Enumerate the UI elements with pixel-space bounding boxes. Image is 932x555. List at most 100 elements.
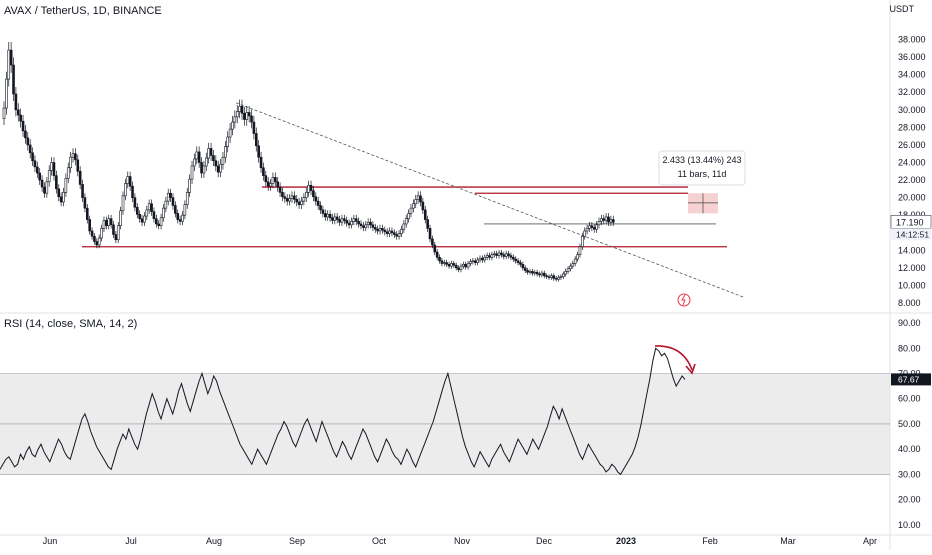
candle-body (519, 262, 522, 265)
candle-body (512, 257, 515, 260)
candle-body (595, 224, 598, 230)
candle-body (93, 235, 96, 242)
candle-body (319, 205, 322, 211)
candle-body (276, 181, 280, 188)
candle-body (133, 197, 137, 208)
candle-body (316, 200, 320, 206)
time-tick-label: Mar (780, 536, 796, 546)
candle-body (81, 184, 84, 198)
measure-line-2: 11 bars, 11d (678, 169, 727, 179)
candle-body (228, 128, 232, 138)
candle-body (152, 211, 156, 219)
candle-body (459, 265, 463, 270)
candle-body (312, 190, 315, 198)
candle-body (78, 170, 82, 185)
candle-body (302, 197, 306, 202)
candle-body (566, 268, 570, 272)
candle-body (74, 153, 77, 161)
candle-body (521, 264, 525, 269)
candle-body (252, 121, 256, 134)
candle-body (219, 163, 222, 173)
candle-body (240, 105, 244, 114)
candle-body (423, 209, 427, 220)
time-tick-label: Nov (454, 536, 471, 546)
candle-body (181, 214, 184, 222)
candle-body (264, 175, 268, 183)
symbol-title[interactable]: AVAX / TetherUS, 1D, BINANCE (4, 5, 162, 17)
candle-body (359, 223, 363, 227)
candle-body (2, 107, 6, 119)
candles (2, 42, 615, 282)
rsi-band (0, 373, 890, 475)
candle-body (271, 177, 275, 184)
candle-body (124, 183, 127, 197)
candle-body (221, 156, 225, 165)
candle-body (285, 198, 289, 202)
candle-body (40, 179, 44, 188)
price-tick-label: 10.000 (898, 280, 926, 290)
candle-body (145, 209, 149, 217)
candle-body (604, 216, 608, 221)
rsi-tick-label: 80.00 (898, 343, 921, 353)
candle-body (21, 120, 25, 132)
price-tick-label: 30.000 (898, 105, 926, 115)
candle-body (33, 160, 37, 168)
candle-body (545, 275, 548, 277)
candle-body (64, 177, 68, 193)
candle-body (547, 276, 551, 278)
candle-body (500, 252, 503, 255)
candle-body (485, 255, 489, 258)
candle-body (19, 114, 22, 122)
candle-body (331, 217, 334, 221)
candle-body (450, 263, 453, 267)
candle-body (409, 207, 413, 214)
candle-body (538, 273, 541, 276)
candle-body (557, 277, 560, 280)
rsi-value-box (891, 373, 931, 386)
candle-body (378, 228, 382, 232)
candle-body (471, 260, 475, 263)
rsi-title[interactable]: RSI (14, close, SMA, 14, 2) (4, 318, 138, 330)
candle-body (235, 111, 239, 118)
countdown-label: 14:12:51 (896, 229, 929, 239)
candle-body (86, 207, 89, 220)
candle-body (178, 219, 182, 222)
candle-body (162, 207, 165, 219)
candle-body (16, 109, 20, 116)
rsi-tick-label: 40.00 (898, 444, 921, 454)
candle-body (174, 205, 177, 214)
candle-body (304, 192, 308, 198)
candle-body (66, 167, 70, 179)
lightning-icon (677, 293, 691, 307)
candle-body (535, 271, 539, 275)
candle-body (278, 186, 282, 193)
candle-body (76, 159, 80, 172)
countdown-box (891, 228, 931, 241)
candle-body (45, 181, 49, 194)
candle-body (297, 201, 301, 205)
candle-body (12, 64, 15, 95)
candle-body (366, 221, 370, 226)
candle-body (47, 170, 51, 183)
candle-body (364, 224, 368, 228)
candle-body (583, 230, 587, 237)
candle-body (442, 262, 446, 264)
candle-body (288, 198, 291, 202)
rsi-arrow-head (685, 363, 696, 375)
candle-body (447, 264, 451, 267)
candle-body (343, 218, 346, 221)
candle-body (293, 195, 296, 200)
candle-body (340, 218, 344, 223)
candle-body (523, 267, 527, 271)
candle-body (454, 264, 458, 269)
candle-body (388, 230, 391, 234)
candle-body (433, 244, 437, 253)
price-tick-label: 14.000 (898, 245, 926, 255)
candle-body (209, 148, 213, 156)
rsi-tick-label: 20.00 (898, 495, 921, 505)
candle-body (464, 264, 468, 268)
candle-body (607, 216, 610, 223)
candle-body (216, 165, 220, 173)
candle-body (28, 144, 32, 154)
price-tick-label: 22.000 (898, 175, 926, 185)
